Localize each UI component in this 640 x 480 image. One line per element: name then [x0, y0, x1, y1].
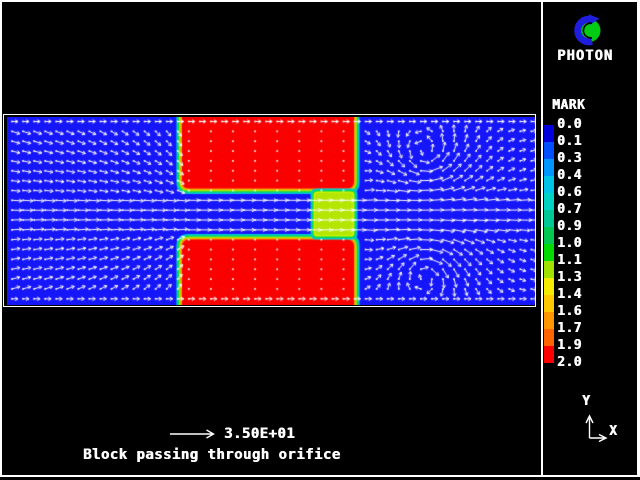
- axis-x-label: X: [609, 424, 618, 439]
- legend-swatch: [544, 244, 554, 261]
- legend-swatch: [544, 261, 554, 278]
- legend-label: 0.4: [557, 168, 582, 183]
- frame-left: [0, 0, 2, 477]
- legend-swatch: [544, 210, 554, 227]
- legend-label: 1.7: [557, 321, 582, 336]
- legend-label: 2.0: [557, 355, 582, 370]
- legend-label: 1.3: [557, 270, 582, 285]
- legend-swatch: [544, 142, 554, 159]
- legend-swatch: [544, 176, 554, 193]
- legend-label: 1.6: [557, 304, 582, 319]
- legend-label: 1.1: [557, 253, 582, 268]
- legend-swatch: [544, 329, 554, 346]
- legend-colorbar: [544, 125, 554, 363]
- legend-swatch: [544, 278, 554, 295]
- legend-swatch: [544, 125, 554, 142]
- legend-label: 0.0: [557, 117, 582, 132]
- frame-top: [0, 0, 640, 2]
- legend-title: MARK: [552, 98, 586, 113]
- axis-y-label: Y: [582, 394, 591, 409]
- scale-value: 3.50E+01: [224, 426, 296, 442]
- legend-label: 0.1: [557, 134, 582, 149]
- axis-orientation-icon: [585, 414, 608, 443]
- legend-label: 0.3: [557, 151, 582, 166]
- legend-label: 1.9: [557, 338, 582, 353]
- plot-frame: [3, 114, 536, 307]
- plot-caption: Block passing through orifice: [83, 447, 341, 463]
- scale-arrow-icon: [170, 429, 215, 439]
- legend-swatch: [544, 295, 554, 312]
- legend-label: 0.7: [557, 202, 582, 217]
- legend-swatch: [544, 346, 554, 363]
- legend-label: 1.0: [557, 236, 582, 251]
- frame-bottom: [0, 475, 640, 477]
- sidebar-divider: [541, 0, 543, 476]
- legend-swatch: [544, 312, 554, 329]
- legend-swatch: [544, 227, 554, 244]
- legend-label: 0.6: [557, 185, 582, 200]
- photon-logo-icon: [574, 14, 601, 46]
- legend-swatch: [544, 159, 554, 176]
- legend-label: 0.9: [557, 219, 582, 234]
- legend-swatch: [544, 193, 554, 210]
- app-name: PHOTON: [557, 48, 613, 64]
- legend-label: 1.4: [557, 287, 582, 302]
- frame-right: [637, 0, 640, 477]
- vector-field-canvas: [7, 117, 535, 305]
